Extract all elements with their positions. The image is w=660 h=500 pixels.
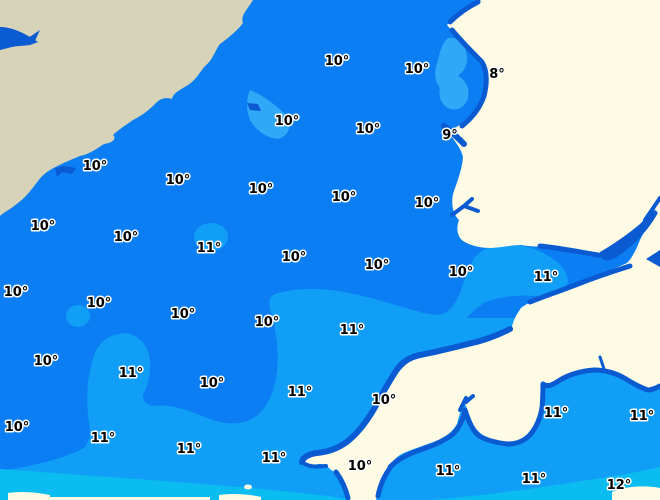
small-island xyxy=(244,484,252,490)
temp-label: 10° xyxy=(449,265,474,280)
temp-label: 10° xyxy=(87,296,112,311)
temp-label: 10° xyxy=(356,122,381,137)
st-davids-fringe xyxy=(441,123,467,147)
harbour-inlet-south xyxy=(55,166,76,177)
sea-12deg-band xyxy=(0,467,660,500)
bottom-left-land xyxy=(8,491,50,500)
exe-river-inlet xyxy=(598,355,607,374)
estuary-inlet-spike xyxy=(28,30,40,43)
south-coast-fringe xyxy=(387,367,660,470)
llyn-coast-fringe xyxy=(447,0,481,25)
temp-label: 10° xyxy=(171,307,196,322)
temp-label: 10° xyxy=(332,190,357,205)
temp-label: 11° xyxy=(177,442,202,457)
temp-label: 11° xyxy=(262,451,287,466)
temp-label: 10° xyxy=(282,250,307,265)
temp-label: 10° xyxy=(166,173,191,188)
sea-patch-cardigan-bay xyxy=(435,37,469,110)
severn-river xyxy=(643,196,660,222)
sea-11deg-blob-mid xyxy=(194,223,228,251)
temp-label: 11° xyxy=(436,464,461,479)
temp-label: 10° xyxy=(405,62,430,77)
cardigan-coast-fringe xyxy=(449,27,489,129)
temp-label: 10° xyxy=(4,285,29,300)
temp-label: 10° xyxy=(372,393,397,408)
temp-label: 10° xyxy=(200,376,225,391)
bottom-right-land xyxy=(612,486,660,500)
land-ireland xyxy=(0,0,253,216)
sea-11deg-blob-west xyxy=(66,305,90,327)
temp-label: 10° xyxy=(255,315,280,330)
temp-label: 12° xyxy=(607,478,632,493)
land-britain xyxy=(302,0,660,500)
penzance-bay-fringe xyxy=(303,462,328,469)
temp-label: 11° xyxy=(630,409,655,424)
temp-label: 11° xyxy=(119,366,144,381)
temp-label: 10° xyxy=(348,459,373,474)
temp-label: 10° xyxy=(249,182,274,197)
temp-label: 10° xyxy=(114,230,139,245)
temp-label: 8° xyxy=(489,67,505,82)
temp-label: 11° xyxy=(340,323,365,338)
temp-label: 10° xyxy=(325,54,350,69)
temperature-labels: 10° 10° 8° 10° 10° 9° 10° 10° 10° 10° 10° 10° 10° 11°… xyxy=(2,53,656,495)
temp-label: 11° xyxy=(522,472,547,487)
temp-label: 11° xyxy=(544,406,569,421)
temp-label: 10° xyxy=(34,354,59,369)
temp-label: 10° xyxy=(31,219,56,234)
temp-label: 10° xyxy=(275,114,300,129)
milford-haven-inlet xyxy=(450,197,480,217)
severn-estuary xyxy=(600,209,656,261)
estuary-inlet xyxy=(0,27,38,50)
north-cornwall-fringe xyxy=(299,326,513,465)
temp-label: 11° xyxy=(288,385,313,400)
temp-label: 10° xyxy=(83,159,108,174)
harbour-inlet-east xyxy=(247,103,261,111)
lizard-west-fringe xyxy=(333,469,351,500)
severn-edge-water xyxy=(646,250,660,267)
temp-label: 10° xyxy=(365,258,390,273)
temp-label: 10° xyxy=(5,420,30,435)
bottom-strip-land xyxy=(50,497,210,500)
temp-label: 9° xyxy=(442,128,458,143)
temp-label: 11° xyxy=(197,241,222,256)
temp-label: 11° xyxy=(91,431,116,446)
bristol-channel-south-fringe xyxy=(527,263,633,305)
plymouth-river-inlets xyxy=(458,394,475,412)
bottom-mid-land xyxy=(219,493,261,500)
bristol-channel-north-fringe xyxy=(537,210,658,258)
sea-patch-irish-coast xyxy=(247,90,290,139)
temp-label: 11° xyxy=(534,270,559,285)
lizard-east-fringe xyxy=(375,465,393,499)
temp-label: 10° xyxy=(415,196,440,211)
